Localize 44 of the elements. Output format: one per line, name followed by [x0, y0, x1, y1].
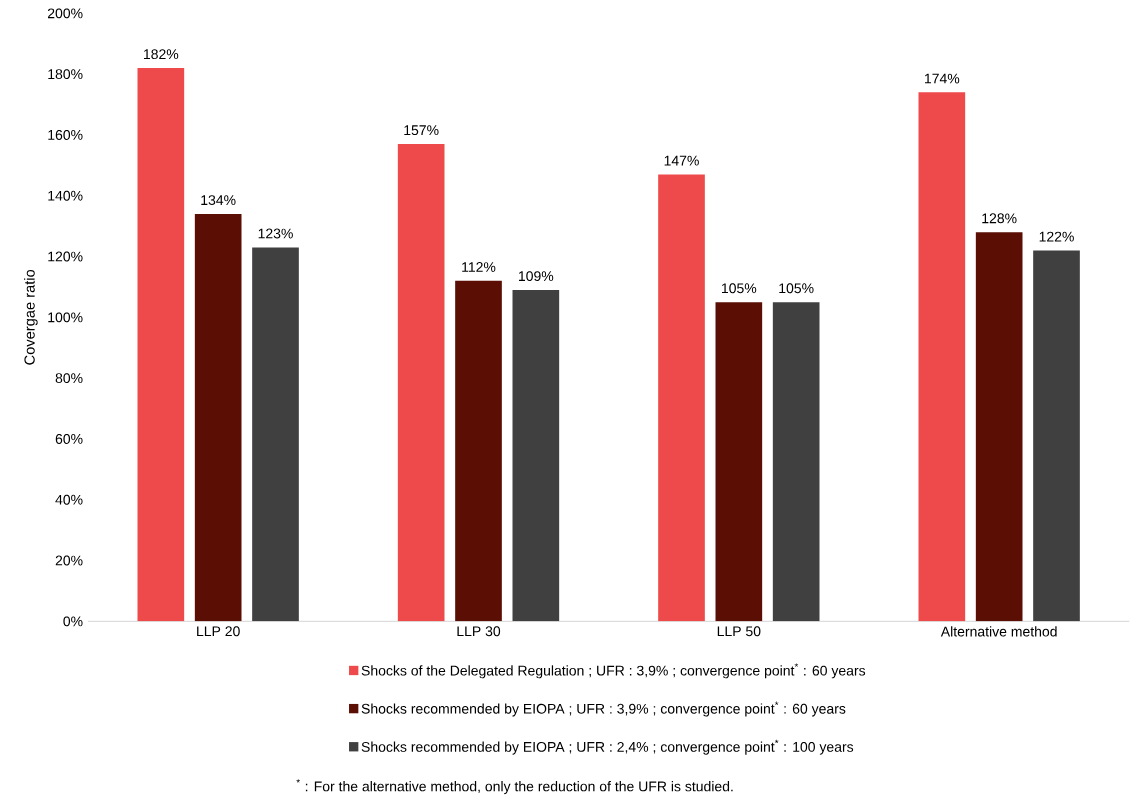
bar: [975, 232, 1023, 622]
legend-label: Shocks recommended by EIOPA ; UFR : 2,4% ; convergence point$^{*}$ : 100 years: [361, 739, 854, 755]
data-label: 112%: [462, 262, 496, 273]
x-tick-label: LLP 30: [457, 626, 501, 637]
data-label: 157%: [404, 125, 439, 136]
y-tick-label: 60%: [55, 434, 83, 445]
bar: [194, 214, 242, 622]
y-tick-label: 180%: [48, 69, 83, 80]
data-label: 174%: [925, 73, 960, 84]
data-label: 123%: [258, 228, 293, 239]
y-axis-title: Covergae ratio: [24, 270, 38, 365]
y-tick-label: 120%: [48, 251, 83, 262]
y-tick-label: 20%: [55, 555, 83, 566]
y-tick-label: 140%: [48, 190, 83, 201]
data-label: 105%: [722, 283, 757, 294]
y-tick-label: 80%: [55, 373, 83, 384]
data-label: 105%: [779, 283, 814, 294]
legend-label: Shocks recommended by EIOPA ; UFR : 3,9% ; convergence point$^{*}$ : 60 years: [361, 701, 846, 717]
text: $^{*}$ : For the alternative method, only the reduction of the UFR is studied.: [296, 779, 733, 795]
bar: [455, 281, 502, 622]
y-tick-label: 160%: [48, 130, 83, 141]
x-tick-label: LLP 50: [717, 626, 761, 637]
data-label: 182%: [144, 49, 179, 60]
x-tick-label: Alternative method: [940, 626, 1057, 637]
y-tick-label: 0%: [63, 616, 83, 627]
data-label: 109%: [519, 271, 554, 282]
bar: [658, 174, 705, 622]
bar: [397, 144, 445, 622]
data-label: 128%: [982, 213, 1017, 224]
bar: [772, 302, 820, 622]
bar: [137, 68, 185, 622]
y-tick-label: 200%: [47, 8, 83, 19]
bar: [1033, 250, 1080, 622]
data-label: 147%: [664, 155, 699, 166]
legend-label: Shocks of the Delegated Regulation ; UFR : 3,9% ; convergence point$^{*}$ : 60 years: [361, 663, 866, 679]
bar: [252, 247, 299, 622]
data-label: 134%: [201, 195, 236, 206]
bar: [918, 92, 966, 622]
x-tick-label: LLP 20: [197, 626, 240, 637]
data-label: 122%: [1039, 231, 1074, 242]
y-tick-label: 40%: [55, 494, 83, 505]
y-tick-label: 100%: [48, 312, 83, 323]
bar: [715, 302, 763, 622]
bar: [512, 290, 560, 622]
